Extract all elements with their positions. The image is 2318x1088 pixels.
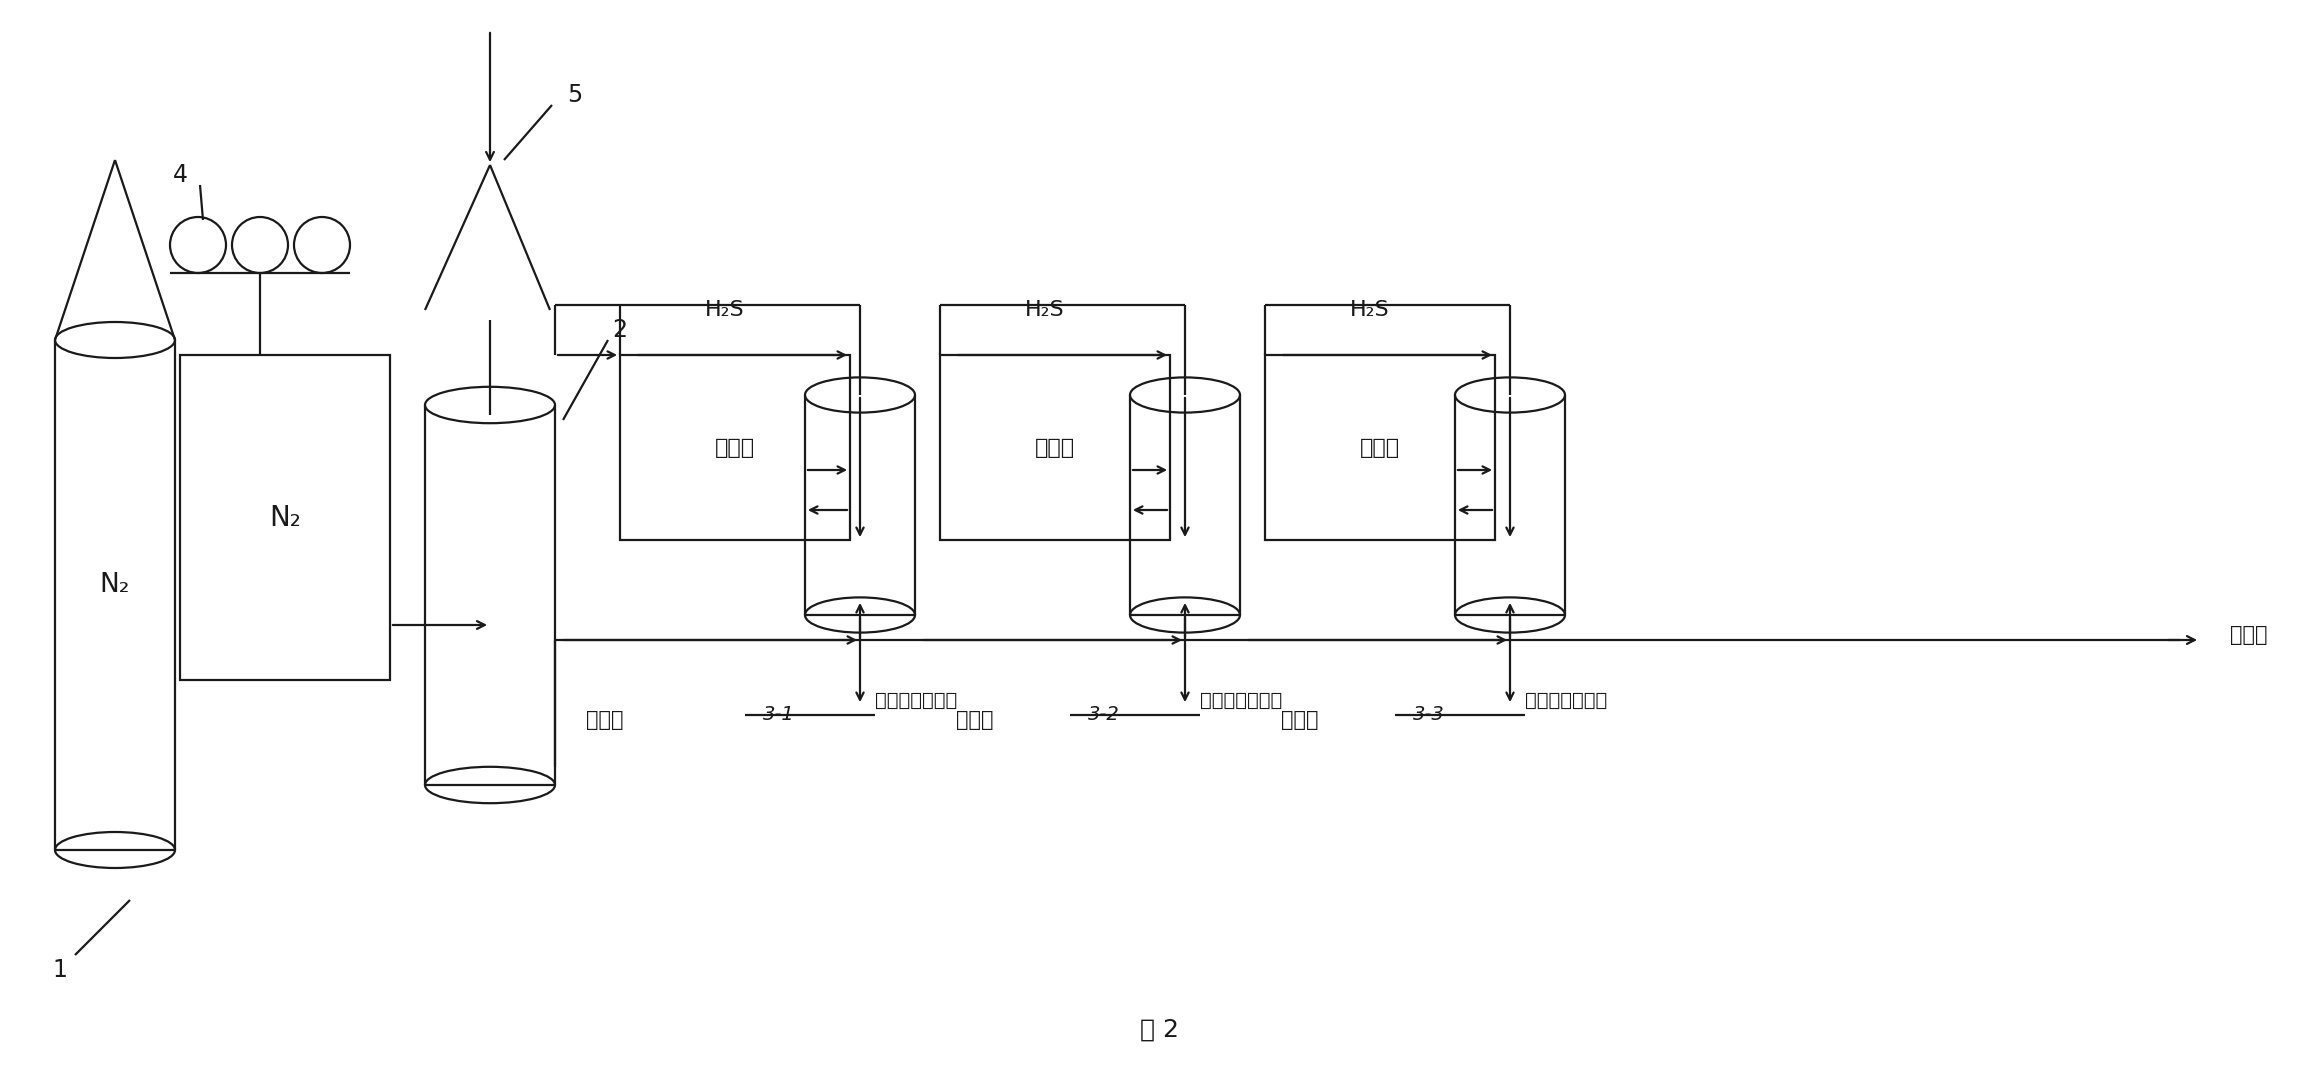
Text: 3-3: 3-3	[1414, 705, 1444, 725]
Text: 2: 2	[612, 318, 628, 342]
Text: 沉淹液: 沉淹液	[714, 437, 756, 457]
Text: H₂S: H₂S	[1025, 300, 1064, 320]
Text: 金属硫化物沉淠: 金属硫化物沉淠	[1201, 691, 1282, 709]
Text: 沉淹液: 沉淹液	[1361, 437, 1400, 457]
Text: 发酵液: 发酵液	[1282, 710, 1319, 730]
Text: 图 2: 图 2	[1140, 1018, 1178, 1042]
Bar	[941, 355, 1171, 540]
Text: 5: 5	[568, 83, 582, 107]
Text: N₂: N₂	[100, 572, 130, 598]
Text: 发酵液: 发酵液	[957, 710, 994, 730]
Bar	[181, 355, 389, 680]
Text: 1: 1	[53, 959, 67, 982]
Text: N₂: N₂	[269, 504, 301, 532]
Text: H₂S: H₂S	[1349, 300, 1391, 320]
Text: H₂S: H₂S	[705, 300, 744, 320]
Text: 4: 4	[172, 163, 188, 187]
Text: 3-1: 3-1	[763, 705, 795, 725]
Text: 金属硫化物沉淠: 金属硫化物沉淠	[874, 691, 957, 709]
Text: 发酵液: 发酵液	[586, 710, 624, 730]
Text: 中性水: 中性水	[2230, 625, 2267, 645]
Text: 3-2: 3-2	[1087, 705, 1120, 725]
Bar	[1266, 355, 1495, 540]
Text: 沉淹液: 沉淹液	[1034, 437, 1076, 457]
Text: 金属硫化物沉淠: 金属硫化物沉淠	[1525, 691, 1606, 709]
Bar	[619, 355, 851, 540]
